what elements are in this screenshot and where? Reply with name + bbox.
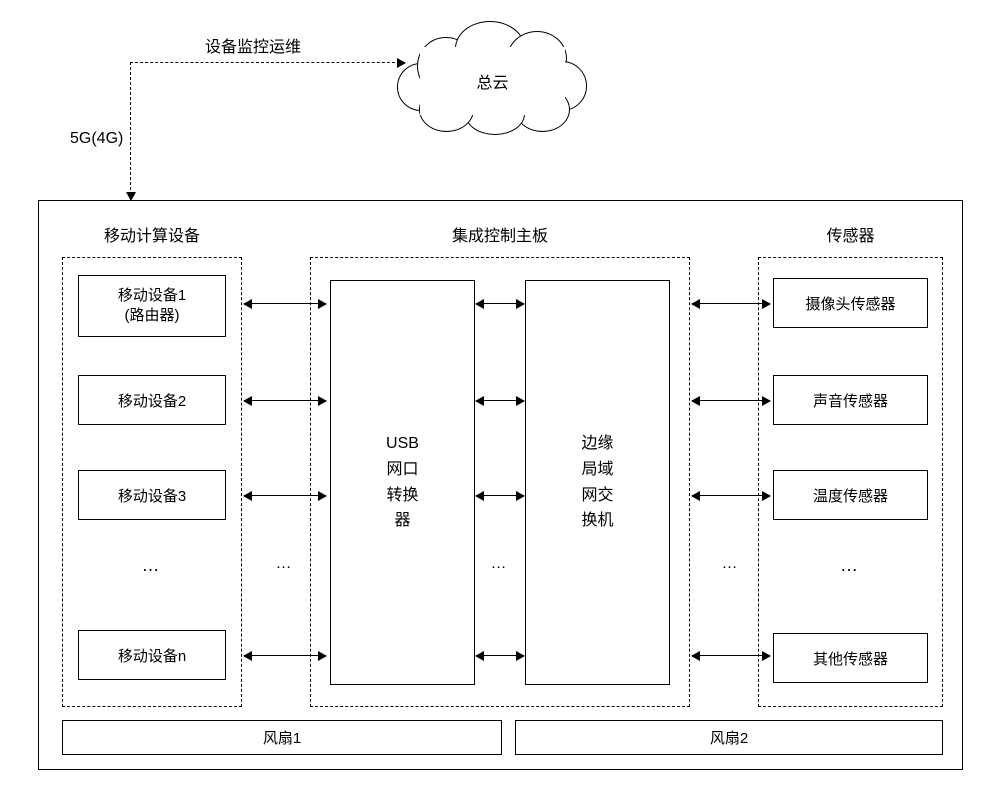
arrow-right-n (692, 655, 770, 656)
fan-1: 风扇1 (62, 720, 502, 755)
arrow-mid-ellipsis: … (476, 555, 524, 573)
dashed-link-cloud (130, 62, 405, 63)
arrow-right-2 (692, 400, 770, 401)
device-1-line2: (路由器) (125, 306, 180, 326)
diagram-canvas: 总云 设备监控运维 5G(4G) 移动计算设备 集成控制主板 传感器 移动设备1… (0, 0, 1000, 807)
sensor-camera: 摄像头传感器 (773, 278, 928, 328)
arrow-mid-2 (476, 400, 524, 401)
col-title-center: 集成控制主板 (310, 222, 690, 246)
dashed-link-down (130, 62, 131, 200)
arrow-mid-n (476, 655, 524, 656)
label-network: 5G(4G) (70, 130, 123, 148)
device-3: 移动设备3 (78, 470, 226, 520)
device-1: 移动设备1 (路由器) (78, 275, 226, 337)
fan-2: 风扇2 (515, 720, 943, 755)
cloud-label: 总云 (405, 69, 580, 93)
cloud-total: 总云 (405, 25, 580, 130)
sensor-other: 其他传感器 (773, 633, 928, 683)
arrow-left-2 (244, 400, 326, 401)
arrow-left-1 (244, 303, 326, 304)
col-title-right: 传感器 (758, 222, 943, 246)
sensor-temp: 温度传感器 (773, 470, 928, 520)
device-1-line1: 移动设备1 (118, 286, 186, 306)
device-n: 移动设备n (78, 630, 226, 680)
arrow-left-n (244, 655, 326, 656)
device-ellipsis: … (78, 555, 226, 576)
arrow-right-ellipsis: … (692, 555, 770, 573)
label-monitor: 设备监控运维 (205, 33, 301, 57)
edge-switch: 边缘局域网交换机 (525, 280, 670, 685)
arrow-right-1 (692, 303, 770, 304)
arrow-right-3 (692, 495, 770, 496)
arrow-left-3 (244, 495, 326, 496)
arrow-left-ellipsis: … (244, 555, 326, 573)
col-title-left: 移动计算设备 (62, 222, 242, 246)
sensor-sound: 声音传感器 (773, 375, 928, 425)
device-2: 移动设备2 (78, 375, 226, 425)
arrow-mid-1 (476, 303, 524, 304)
sensor-ellipsis: … (773, 555, 928, 576)
usb-converter: USB网口转换器 (330, 280, 475, 685)
arrow-mid-3 (476, 495, 524, 496)
